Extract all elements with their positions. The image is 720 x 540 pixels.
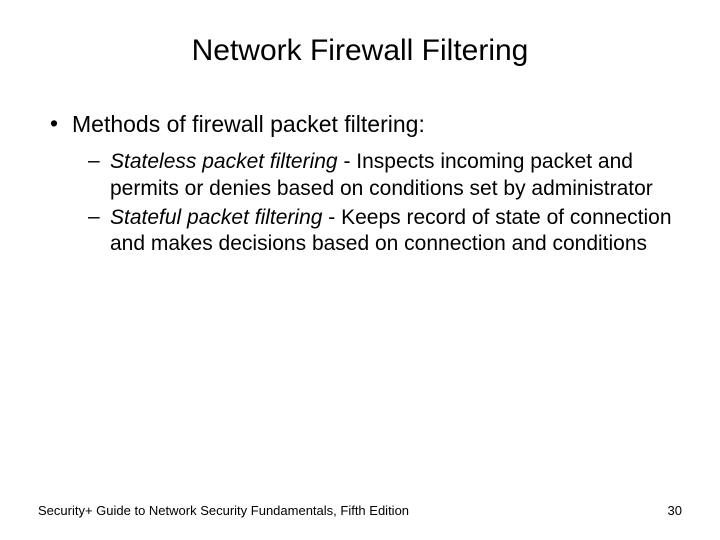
term-sep: -	[338, 150, 357, 173]
bullet-level2: – Stateful packet filtering - Keeps reco…	[88, 205, 682, 259]
slide-title: Network Firewall Filtering	[38, 34, 682, 68]
bullet-level2: – Stateless packet filtering - Inspects …	[88, 149, 682, 203]
dash-icon: –	[88, 149, 110, 173]
term-italic: Stateless packet filtering	[110, 150, 338, 173]
term-sep: -	[322, 206, 341, 229]
bullet-level2-text: Stateful packet filtering - Keeps record…	[110, 205, 682, 259]
slide: Network Firewall Filtering • Methods of …	[0, 0, 720, 540]
page-number: 30	[668, 503, 682, 518]
bullet-level2-text: Stateless packet filtering - Inspects in…	[110, 149, 682, 203]
bullet-level1: • Methods of firewall packet filtering:	[46, 110, 682, 139]
footer-left-text: Security+ Guide to Network Security Fund…	[38, 503, 409, 518]
term-italic: Stateful packet filtering	[110, 206, 322, 229]
slide-footer: Security+ Guide to Network Security Fund…	[38, 503, 682, 518]
bullet-dot-icon: •	[46, 110, 72, 137]
slide-body: • Methods of firewall packet filtering: …	[38, 110, 682, 258]
dash-icon: –	[88, 205, 110, 229]
bullet-level1-text: Methods of firewall packet filtering:	[72, 110, 682, 139]
